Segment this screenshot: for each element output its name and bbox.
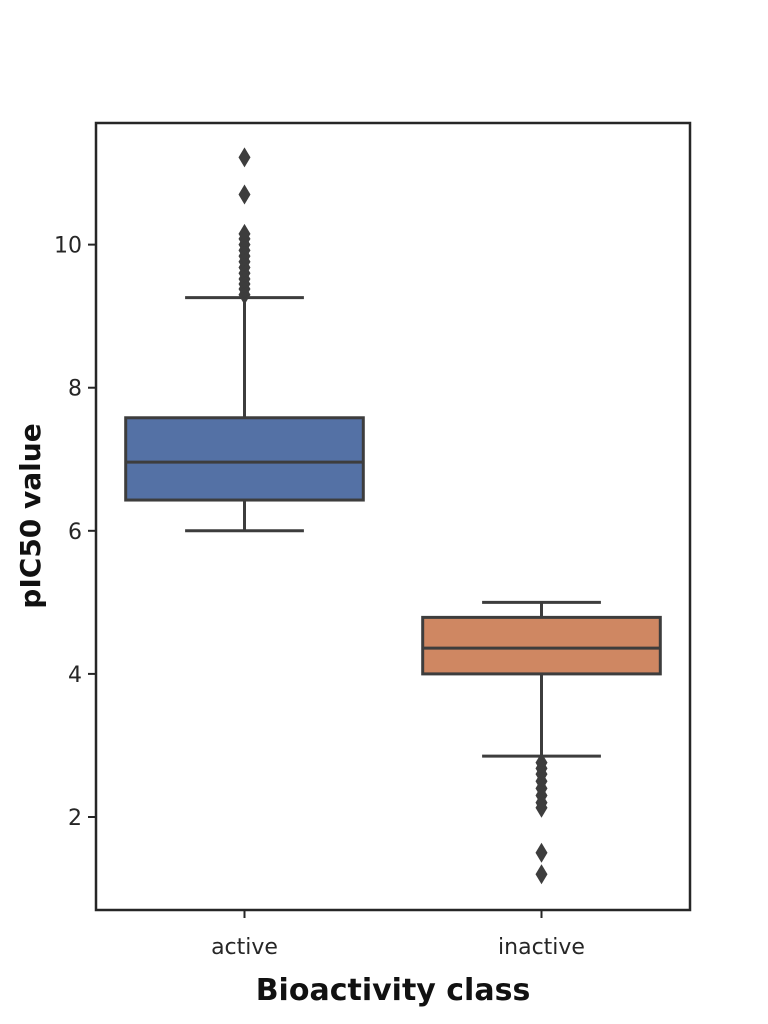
y-tick-label: 2	[68, 806, 82, 831]
axes-frame	[94, 121, 692, 912]
outlier-point	[238, 223, 251, 244]
iqr-box	[421, 615, 662, 676]
y-tick-label: 10	[54, 234, 82, 259]
plot-area	[124, 147, 662, 885]
outlier-point	[238, 184, 251, 205]
outlier-point	[535, 864, 548, 885]
box-group-inactive	[421, 600, 662, 885]
box-group-active	[124, 147, 365, 533]
x-axis-label: Bioactivity class	[256, 973, 531, 1008]
x-tick-label: active	[211, 935, 278, 960]
x-axis: active inactive	[211, 910, 585, 960]
outlier-point	[535, 842, 548, 863]
y-axis: 2 4 6 8 10	[54, 234, 96, 831]
y-axis-label: pIC50 value	[14, 423, 47, 608]
y-tick-label: 4	[68, 663, 82, 688]
y-tick-label: 6	[68, 520, 82, 545]
iqr-box	[124, 416, 365, 502]
y-tick-label: 8	[68, 377, 82, 402]
x-tick-label: inactive	[498, 935, 585, 960]
outlier-point	[535, 797, 548, 818]
outlier-point	[238, 147, 251, 168]
